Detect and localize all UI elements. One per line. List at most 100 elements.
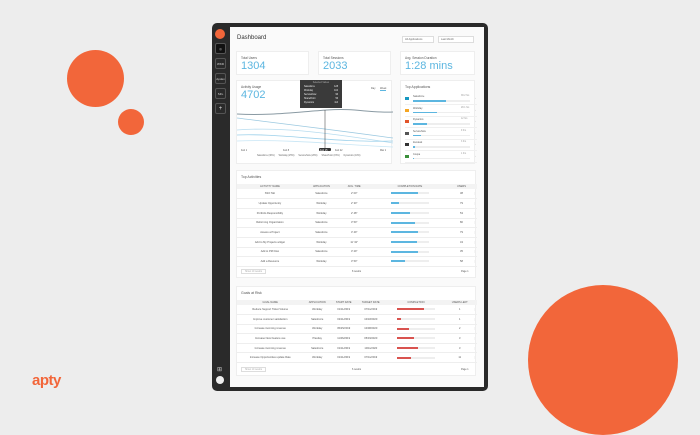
row-menu-icon[interactable]: ⋮ [471, 198, 477, 209]
completion-bar [368, 247, 452, 258]
row-menu-icon[interactable]: ⋮ [471, 218, 477, 229]
row-menu-icon[interactable]: ⋮ [471, 247, 477, 258]
row-menu-icon[interactable]: ⋮ [472, 324, 477, 335]
row-menu-icon[interactable]: ⋮ [471, 237, 477, 248]
show-results-select[interactable]: Show 10 results [241, 269, 267, 274]
legend-item[interactable]: Dynamics (10%) [343, 155, 361, 157]
table-cell: 01/11/2019 [330, 343, 357, 354]
chevron-right-icon[interactable]: › [475, 130, 476, 135]
row-menu-icon[interactable]: ⋮ [471, 208, 477, 219]
chevron-right-icon[interactable]: › [475, 119, 476, 123]
results-count: 8 results [352, 270, 362, 273]
legend-item[interactable]: ServiceNow (20%) [298, 155, 318, 157]
top-app-item[interactable]: Coupa 1 hrs › [405, 152, 477, 163]
row-menu-icon[interactable]: ⋮ [472, 314, 477, 325]
show-results-select[interactable]: Show 10 results [241, 367, 267, 372]
coupa-icon [405, 154, 409, 158]
table-cell: Increase incoming revenue [237, 324, 304, 335]
top-app-item[interactable]: Zendesk 3 hrs › [405, 140, 477, 151]
table-cell: 07/11/2019 [356, 352, 386, 364]
chevron-right-icon[interactable]: › [475, 153, 476, 158]
table-row[interactable]: Reforming Organization Salesforce 3' 50" 80… [237, 218, 477, 229]
table-cell: Reduce Support Ticket Volume [237, 305, 304, 316]
workday-icon [405, 108, 409, 112]
table-row[interactable]: Assess a Project Salesforce 3' 49" 79 ⋮ [237, 227, 477, 238]
app-logo-icon[interactable] [215, 29, 225, 39]
app-name: Workday [413, 106, 423, 110]
chevron-right-icon[interactable]: › [475, 96, 476, 100]
row-menu-icon[interactable]: ⋮ [472, 333, 477, 344]
chart-tooltip: Selected Values Salesforce 128 Workday 104 S… [300, 80, 342, 108]
row-menu-icon[interactable]: ⋮ [471, 227, 477, 238]
table-cell: 79 [451, 227, 472, 238]
sidebar-item-wkd[interactable]: WKD [215, 58, 226, 69]
pagination[interactable]: Page 1 [461, 270, 469, 273]
row-menu-icon[interactable]: ⋮ [472, 343, 477, 354]
table-row[interactable]: Increase Opportunities update Rate Workda… [237, 352, 477, 364]
x-tick: Feb 15 [320, 149, 328, 152]
table-cell: 2' 30" [340, 198, 369, 209]
table-cell: 10/18/2020 [356, 314, 386, 325]
legend-item[interactable]: Salesforce (30%) [257, 155, 275, 157]
table-cell: 2' 48" [340, 208, 369, 219]
pagination[interactable]: Page 1 [461, 368, 469, 371]
table-row[interactable]: Update Opportunity Workday 2' 30" 79 ⋮ [237, 198, 477, 209]
column-header[interactable]: Application [303, 300, 331, 305]
legend-item[interactable]: SharePoint (15%) [321, 155, 340, 157]
decor-circle [118, 109, 144, 135]
user-avatar[interactable] [216, 376, 224, 384]
top-app-item[interactable]: Salesforce 38.2 hrs › [405, 94, 477, 105]
column-header[interactable]: Avg. Time [340, 184, 369, 189]
column-header[interactable]: Application [302, 184, 341, 189]
table-row[interactable]: Add to PM Flow Salesforce 3' 29" 35 ⋮ [237, 247, 477, 258]
grid-icon[interactable]: ⊞ [217, 367, 223, 373]
table-cell: SSO Tab [237, 189, 303, 200]
completion-bar [385, 352, 447, 364]
sidebar-item-apdev[interactable]: Apdev [215, 73, 226, 84]
toggle-day[interactable]: Day [371, 87, 376, 90]
row-menu-icon[interactable]: ⋮ [471, 256, 477, 267]
column-header[interactable]: Completion [385, 300, 447, 305]
table-row[interactable]: SSO Tab Salesforce 2' 00" 38 ⋮ [237, 189, 477, 200]
column-header[interactable]: Users [451, 184, 472, 189]
sidebar-item-sfl[interactable]: SFL [215, 88, 226, 99]
table-row[interactable]: Increase incoming revenue Workday 05/25/20… [237, 324, 477, 335]
column-header[interactable]: Goal Name [237, 300, 304, 305]
table-row[interactable]: Add a Resource Workday 3' 50" 58 ⋮ [237, 256, 477, 267]
column-header[interactable]: Activity Name [237, 184, 303, 189]
table-row[interactable]: Increase incoming revenue Salesforce 01/11… [237, 343, 477, 354]
table-row[interactable]: Portfolio Responsibility Workday 2' 48" 53 ⋮ [237, 208, 477, 219]
table-row[interactable]: Increase New Feature use Planday 11/06/201… [237, 333, 477, 344]
column-header[interactable]: Start Date [330, 300, 357, 305]
column-header[interactable]: Users Left [446, 300, 473, 305]
top-app-item[interactable]: Dynamics 12 hrs › [405, 117, 477, 128]
page-title: Dashboard [237, 35, 267, 41]
column-header[interactable]: Completion Rate [368, 184, 452, 189]
top-activities-table: Activity Name Application Avg. Time Complet… [237, 184, 477, 267]
top-app-item[interactable]: ServiceNow 9 hrs › [405, 129, 477, 140]
chevron-right-icon[interactable]: › [475, 107, 476, 112]
goals-table: Goal Name Application Start Date Target Dat… [237, 300, 477, 364]
toggle-week[interactable]: Week [380, 87, 387, 91]
row-menu-icon[interactable]: ⋮ [472, 305, 477, 316]
legend-item[interactable]: Workday (25%) [278, 155, 295, 157]
period-filter[interactable]: Last Month [438, 36, 474, 43]
table-cell: 01/11/2019 [330, 305, 357, 316]
table-row[interactable]: Reduce Support Ticket Volume Workday 01/11… [237, 305, 477, 316]
top-applications-card: Top Applications Salesforce 38.2 hrs › W… [400, 80, 477, 164]
sidebar-item-compass[interactable]: ◎ [215, 43, 226, 54]
app-value: 1 hrs [461, 152, 467, 155]
row-menu-icon[interactable]: ⋮ [471, 189, 477, 200]
table-cell: 43 [451, 237, 472, 248]
row-menu-icon[interactable]: ⋮ [472, 352, 477, 364]
top-app-item[interactable]: Workday 28.1 hrs › [405, 106, 477, 117]
table-row[interactable]: Add to My Projects widget Workday 11' 32" 4… [237, 237, 477, 248]
table-row[interactable]: Improve customer satisfaction Salesforce 0… [237, 314, 477, 325]
add-app-button[interactable]: + [215, 103, 226, 114]
column-header[interactable]: Target Date [356, 300, 386, 305]
chevron-right-icon[interactable]: › [475, 142, 476, 146]
goals-at-risk-card: Goals at Risk Goal Name Application Start … [236, 286, 477, 376]
application-filter[interactable]: All Applications [402, 36, 434, 43]
table-cell: 3 [446, 343, 473, 354]
table-cell: 53 [451, 208, 472, 219]
